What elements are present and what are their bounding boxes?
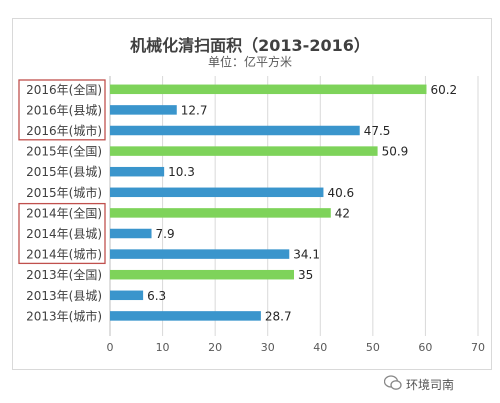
data-label: 60.2 xyxy=(430,83,457,97)
category-label: 2014年(全国) xyxy=(26,205,102,220)
x-tick-label: 30 xyxy=(261,341,275,354)
x-tick-label: 60 xyxy=(418,341,432,354)
category-label: 2016年(县城) xyxy=(26,103,102,117)
category-label: 2014年(县城) xyxy=(26,227,102,241)
watermark-text: 环境司南 xyxy=(406,378,455,392)
bar xyxy=(110,249,290,259)
category-label: 2016年(城市) xyxy=(26,123,102,138)
data-label: 50.9 xyxy=(382,145,409,159)
data-label: 42 xyxy=(335,206,350,220)
data-label: 47.5 xyxy=(364,124,391,138)
bar xyxy=(110,269,294,280)
category-label: 2013年(城市) xyxy=(26,308,102,323)
category-label: 2015年(全国) xyxy=(26,144,102,159)
data-label: 10.3 xyxy=(168,165,195,179)
chart-subtitle: 单位：亿平方米 xyxy=(207,55,292,69)
x-tick-label: 10 xyxy=(156,341,170,354)
data-label: 6.3 xyxy=(147,289,166,303)
bar xyxy=(110,290,144,301)
category-label: 2014年(城市) xyxy=(26,247,102,262)
category-label: 2015年(县城) xyxy=(26,165,102,179)
bar xyxy=(110,166,165,177)
x-tick-label: 0 xyxy=(107,341,114,354)
chart-title: 机械化清扫面积（2013-2016） xyxy=(130,36,370,55)
bar xyxy=(110,228,152,239)
data-label: 34.1 xyxy=(293,248,320,262)
highlight-box xyxy=(18,79,106,141)
category-label: 2015年(城市) xyxy=(26,185,102,200)
bar xyxy=(110,208,331,218)
x-tick-label: 40 xyxy=(313,341,327,354)
bar xyxy=(110,146,378,156)
data-label: 12.7 xyxy=(181,103,208,117)
x-tick-label: 20 xyxy=(208,341,222,354)
x-tick-label: 70 xyxy=(471,341,485,354)
data-label: 7.9 xyxy=(156,227,175,241)
bar xyxy=(110,187,324,198)
bar xyxy=(110,311,261,321)
x-tick-label: 50 xyxy=(366,341,380,354)
wechat-icon xyxy=(384,375,402,390)
highlight-box xyxy=(18,202,106,265)
bar xyxy=(110,84,427,95)
category-label: 2013年(全国) xyxy=(26,267,102,282)
data-label: 28.7 xyxy=(265,309,292,323)
category-label: 2013年(县城) xyxy=(26,289,102,303)
data-label: 40.6 xyxy=(327,186,354,200)
category-label: 2016年(全国) xyxy=(26,82,102,97)
data-label: 35 xyxy=(298,268,313,282)
bar xyxy=(110,125,360,136)
bar xyxy=(110,105,177,115)
